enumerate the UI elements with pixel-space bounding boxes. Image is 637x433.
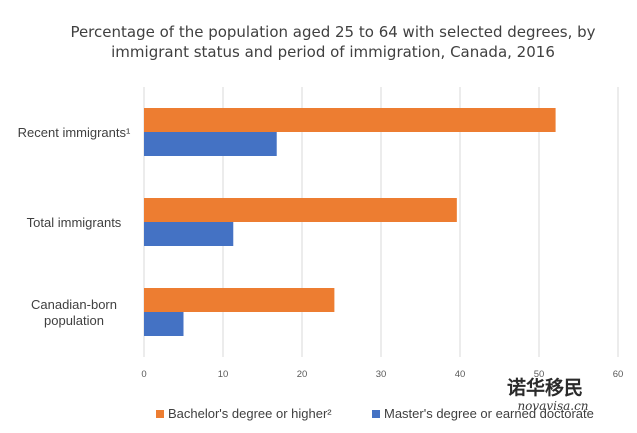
plot-area: 0 10 20 30 40 50 60 Recent immigrants¹ Total imm…	[18, 87, 624, 380]
bar-1-2	[144, 312, 184, 336]
bar-0-0	[144, 108, 556, 132]
legend: Bachelor's degree or higher² Master's deg…	[156, 406, 594, 421]
x-tick-label: 60	[613, 369, 624, 380]
watermark-chinese: 诺华移民	[507, 376, 583, 399]
x-tick-label: 20	[297, 369, 308, 380]
watermark: 诺华移民 novavisa.cn	[507, 376, 589, 413]
bar-1-0	[144, 132, 277, 156]
bar-1-1	[144, 222, 234, 246]
watermark-english: novavisa.cn	[517, 399, 588, 413]
category-label: Total immigrants	[27, 215, 122, 230]
category-label: Canadian-born	[31, 297, 117, 312]
category-label: population	[44, 313, 104, 328]
x-tick-label: 10	[218, 369, 229, 380]
legend-swatch-1	[372, 410, 380, 418]
chart-title-line-2: immigrant status and period of immigrati…	[111, 43, 555, 61]
x-tick-label: 30	[376, 369, 387, 380]
x-tick-label: 50	[534, 369, 545, 380]
chart-title-line-1: Percentage of the population aged 25 to …	[70, 23, 595, 41]
category-label: Recent immigrants¹	[18, 125, 131, 140]
legend-label-0: Bachelor's degree or higher²	[168, 406, 332, 421]
bar-0-2	[144, 288, 335, 312]
legend-label-1: Master's degree or earned doctorate	[384, 406, 594, 421]
bar-0-1	[144, 198, 457, 222]
x-tick-label: 0	[141, 369, 146, 380]
legend-swatch-0	[156, 410, 164, 418]
x-tick-label: 40	[455, 369, 466, 380]
